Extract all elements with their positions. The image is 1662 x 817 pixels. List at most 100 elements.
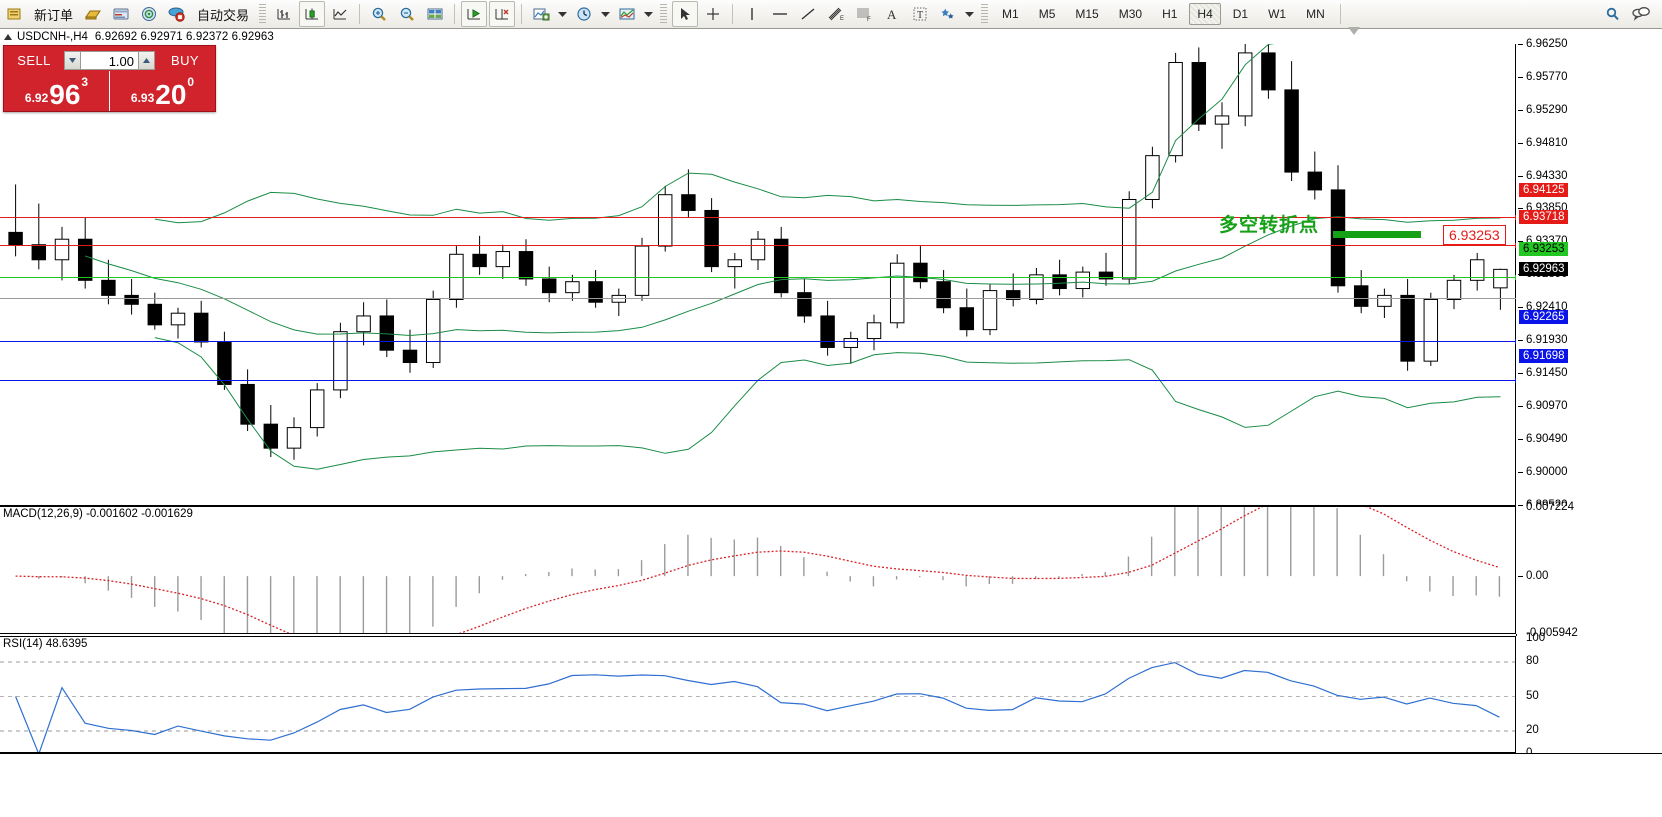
- shapes-icon[interactable]: [935, 1, 961, 27]
- fibonacci-icon[interactable]: F: [851, 1, 877, 27]
- hline-support-1[interactable]: [0, 339, 1520, 344]
- chart-annotation-arrow: [1333, 231, 1421, 238]
- search-icon[interactable]: [1600, 1, 1626, 27]
- one-click-trading-panel[interactable]: SELL 1.00 BUY 6.92 96 3 6.93 20 0: [3, 45, 216, 112]
- support-line-2-tag[interactable]: 6.91698: [1519, 348, 1568, 363]
- cursor-icon[interactable]: [672, 1, 699, 27]
- toolbar-grip[interactable]: [259, 4, 267, 24]
- timeframe-mn[interactable]: MN: [1306, 7, 1325, 21]
- equidistant-channel-icon[interactable]: E: [823, 1, 849, 27]
- rsi-canvas: [0, 661, 1515, 752]
- sell-price-big: 96: [49, 79, 81, 111]
- svg-text:E: E: [840, 16, 844, 22]
- timeframe-h4[interactable]: H4: [1189, 3, 1221, 25]
- macd-tickmark: [1518, 576, 1523, 578]
- zoom-in-icon[interactable]: [366, 1, 392, 27]
- last-price-tag[interactable]: 6.92963: [1519, 262, 1568, 277]
- trade-panel-prices: 6.92 96 3 6.93 20 0: [4, 71, 215, 111]
- chart-shift-icon[interactable]: [489, 1, 516, 27]
- candlestick-chart-icon[interactable]: [299, 1, 326, 27]
- timeframe-m5[interactable]: M5: [1038, 7, 1056, 21]
- macd-axis: 0.007224 0.00 -0.005942: [1516, 501, 1662, 639]
- auto-scroll-icon[interactable]: [461, 1, 488, 27]
- buy-button[interactable]: BUY: [171, 52, 199, 68]
- rsi-chart-area[interactable]: [0, 636, 1516, 753]
- crosshair-icon[interactable]: [700, 1, 726, 27]
- macd-chart-area[interactable]: [0, 506, 1516, 634]
- price-tickmark: [1518, 241, 1523, 243]
- terminal-icon[interactable]: [108, 1, 134, 27]
- drawing-toolbar-grip[interactable]: [660, 4, 668, 24]
- indicators-icon[interactable]: [528, 1, 554, 27]
- macd-canvas: [15, 507, 1501, 633]
- autotrading-label[interactable]: 自动交易: [197, 7, 250, 23]
- gold-bar-icon[interactable]: [80, 1, 106, 27]
- rsi-tick-label: 80: [1526, 655, 1539, 667]
- timeframe-d1[interactable]: D1: [1232, 7, 1249, 21]
- chart-symbol-label: USDCNH-,H4: [17, 30, 88, 43]
- volume-increase-button[interactable]: [138, 50, 155, 70]
- timeframe-m30[interactable]: M30: [1118, 7, 1143, 21]
- price-tickmark: [1518, 44, 1523, 45]
- templates-icon[interactable]: [614, 1, 640, 27]
- tile-windows-icon[interactable]: [422, 1, 448, 27]
- signals-icon[interactable]: [136, 1, 162, 27]
- toolbar-separator-3: [521, 4, 523, 24]
- annotation-price-box: 6.93253: [1443, 225, 1506, 245]
- trendline-icon[interactable]: [795, 1, 821, 27]
- chart-title-bar: USDCNH-,H4 6.92692 6.92971 6.92372 6.929…: [0, 29, 274, 44]
- autotrading-icon[interactable]: [164, 1, 190, 27]
- price-tick-label: 6.95290: [1526, 103, 1568, 116]
- price-tick-label: 6.95770: [1526, 70, 1568, 83]
- timeframe-m15[interactable]: M15: [1075, 7, 1099, 21]
- period-icon[interactable]: [571, 1, 597, 27]
- hline-support-2[interactable]: [0, 378, 1520, 383]
- line-chart-icon[interactable]: [327, 1, 353, 27]
- resistance-line-2-tag[interactable]: 6.93718: [1519, 210, 1568, 225]
- bar-chart-icon[interactable]: [271, 1, 297, 27]
- price-tickmark: [1518, 307, 1523, 309]
- volume-input[interactable]: 1.00: [81, 50, 138, 70]
- scroll-indicator-icon[interactable]: [1348, 27, 1360, 35]
- zoom-out-icon[interactable]: [394, 1, 420, 27]
- volume-decrease-button[interactable]: [64, 50, 81, 70]
- rsi-axis: 1008050200: [1516, 632, 1662, 759]
- price-tickmark: [1518, 175, 1523, 177]
- chart-expand-icon[interactable]: [4, 33, 12, 40]
- price-axis[interactable]: 6.96250 6.95770 6.95290 6.94810 6.94330 6.938…: [1516, 38, 1662, 511]
- timeframe-w1[interactable]: W1: [1268, 7, 1287, 21]
- support-line-1-tag[interactable]: 6.92265: [1519, 309, 1568, 324]
- new-order-label[interactable]: 新订单: [34, 7, 74, 23]
- chat-icon[interactable]: [1628, 1, 1654, 27]
- timeframe-m1[interactable]: M1: [1002, 7, 1019, 21]
- timeframe-h1[interactable]: H1: [1162, 7, 1178, 21]
- timeframe-toolbar-grip[interactable]: [981, 4, 989, 24]
- pivot-line-tag[interactable]: 6.93253: [1519, 242, 1568, 257]
- horizontal-line-icon[interactable]: [767, 1, 793, 27]
- price-tickmark: [1518, 339, 1523, 341]
- price-tickmark: [1518, 472, 1523, 474]
- vertical-line-icon[interactable]: [739, 1, 765, 27]
- indicators-dropdown-icon[interactable]: [556, 1, 569, 27]
- price-tickmark: [1518, 438, 1523, 440]
- sell-button[interactable]: SELL: [17, 52, 51, 68]
- svg-text:F: F: [867, 17, 871, 22]
- shapes-dropdown-icon[interactable]: [963, 1, 976, 27]
- volume-stepper[interactable]: 1.00: [64, 50, 155, 70]
- templates-dropdown-icon[interactable]: [642, 1, 655, 27]
- text-label-icon[interactable]: T: [907, 1, 933, 27]
- text-icon[interactable]: A: [879, 1, 905, 27]
- price-tickmark: [1518, 505, 1523, 506]
- sell-price[interactable]: 6.92 96 3: [4, 71, 110, 111]
- new-order-icon[interactable]: [1, 1, 27, 27]
- price-tickmark: [1518, 208, 1523, 210]
- resistance-line-1-tag[interactable]: 6.94125: [1519, 182, 1568, 197]
- hline-pivot[interactable]: [0, 275, 1520, 280]
- buy-price[interactable]: 6.93 20 0: [110, 71, 215, 111]
- period-dropdown-icon[interactable]: [599, 1, 612, 27]
- time-axis[interactable]: [0, 753, 1662, 817]
- chart-ohlc-values: 6.92692 6.92971 6.92372 6.92963: [94, 30, 274, 43]
- main-chart-area[interactable]: [0, 44, 1516, 506]
- price-tick-label: 6.96250: [1526, 38, 1568, 50]
- hline-resistance-2[interactable]: [0, 243, 1520, 248]
